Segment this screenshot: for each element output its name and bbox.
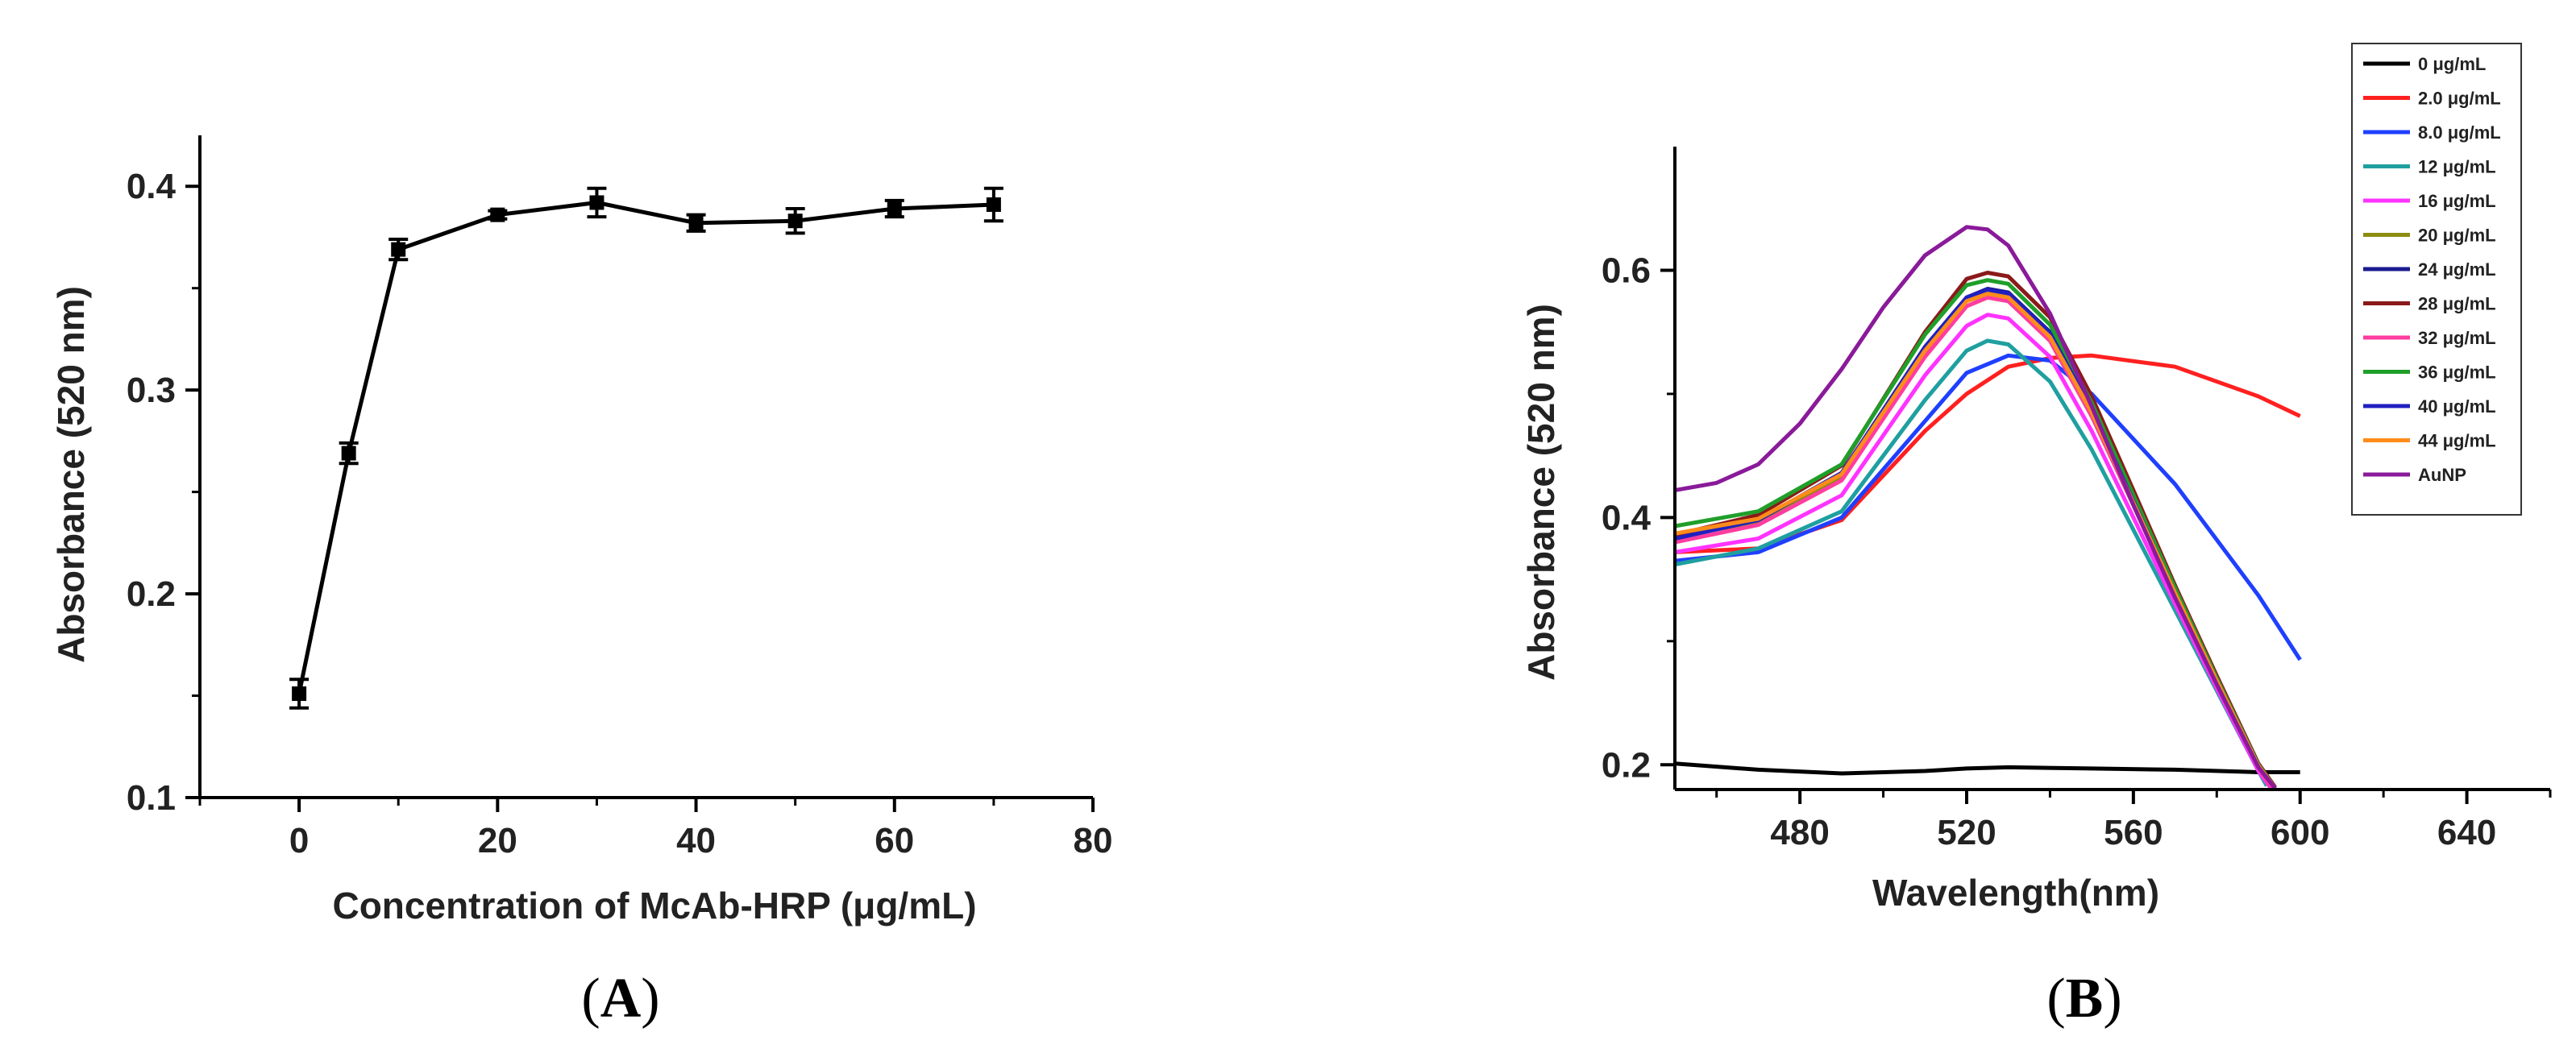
legend-label: AuNP bbox=[2418, 465, 2466, 485]
x-axis-title: Concentration of McAb-HRP (μg/mL) bbox=[332, 885, 976, 926]
y-tick-label: 0.3 bbox=[127, 371, 176, 410]
y-tick-label: 0.2 bbox=[127, 574, 176, 614]
legend-label: 20 μg/mL bbox=[2418, 226, 2496, 246]
data-point bbox=[292, 686, 307, 702]
legend-label: 44 μg/mL bbox=[2418, 431, 2496, 451]
legend-label: 2.0 μg/mL bbox=[2418, 89, 2501, 109]
x-tick-label: 80 bbox=[1074, 821, 1113, 860]
series-line bbox=[1675, 225, 2277, 790]
y-axis-title: Absorbance (520 nm) bbox=[50, 286, 92, 663]
series-line bbox=[1675, 353, 2302, 661]
data-point bbox=[986, 197, 1001, 212]
x-tick-label: 600 bbox=[2271, 813, 2329, 852]
x-axis-title: Wavelength(nm) bbox=[1872, 872, 2159, 914]
data-point bbox=[589, 195, 605, 210]
plot-area bbox=[1675, 225, 2302, 790]
x-tick-label: 0 bbox=[289, 821, 309, 860]
x-tick-label: 40 bbox=[676, 821, 716, 860]
x-tick-label: 640 bbox=[2437, 813, 2496, 852]
data-point bbox=[787, 213, 803, 229]
panel-label-b: (B) bbox=[2046, 968, 2121, 1030]
data-point bbox=[887, 201, 902, 217]
panel-label-a: (A) bbox=[581, 968, 659, 1030]
legend-label: 40 μg/mL bbox=[2418, 396, 2496, 417]
legend-label: 28 μg/mL bbox=[2418, 294, 2496, 314]
legend-label: 36 μg/mL bbox=[2418, 363, 2496, 383]
y-tick-label: 0.1 bbox=[127, 778, 176, 818]
x-tick-label: 520 bbox=[1937, 813, 1996, 852]
data-point bbox=[341, 446, 356, 461]
legend-label: 24 μg/mL bbox=[2418, 259, 2496, 280]
y-tick-label: 0.4 bbox=[1602, 498, 1652, 537]
y-tick-label: 0.6 bbox=[1602, 251, 1651, 290]
data-point bbox=[688, 215, 704, 230]
chart-b: 480 520 560 600 640 0.2 0.4 0.6 Wavelength(nm) Ab… bbox=[1520, 43, 2552, 914]
legend-label: 8.0 μg/mL bbox=[2418, 122, 2501, 143]
series-line bbox=[1675, 271, 2277, 789]
x-tick-label: 480 bbox=[1770, 813, 1829, 852]
y-tick-label: 0.2 bbox=[1602, 745, 1651, 785]
x-tick-label: 20 bbox=[478, 821, 517, 860]
series-line bbox=[1675, 288, 2277, 790]
x-tick-label: 60 bbox=[875, 821, 914, 860]
series-line bbox=[297, 200, 994, 694]
legend-label: 12 μg/mL bbox=[2418, 157, 2496, 177]
legend-label: 16 μg/mL bbox=[2418, 191, 2496, 211]
legend-box bbox=[2351, 43, 2522, 516]
series-line bbox=[1675, 287, 2277, 790]
legend-label: 32 μg/mL bbox=[2418, 328, 2496, 348]
data-point bbox=[391, 242, 406, 257]
y-axis-title: Absorbance (520 nm) bbox=[1520, 304, 1562, 681]
data-point bbox=[490, 207, 505, 222]
series-line bbox=[1675, 338, 2269, 787]
legend-label: 0 μg/mL bbox=[2418, 54, 2486, 74]
legend: 0 μg/mL 2.0 μg/mL 8.0 μg/mL 12 μg/mL 16 μg/m… bbox=[2351, 43, 2522, 516]
chart-a: 0 20 40 60 80 0.1 0.2 0.3 0.4 Concentration of Mc… bbox=[50, 135, 1112, 926]
series-line bbox=[1675, 761, 2300, 776]
y-tick-label: 0.4 bbox=[127, 167, 177, 206]
x-tick-label: 560 bbox=[2104, 813, 2163, 852]
